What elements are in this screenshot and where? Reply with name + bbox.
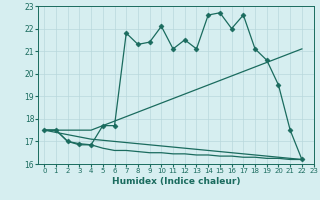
- X-axis label: Humidex (Indice chaleur): Humidex (Indice chaleur): [112, 177, 240, 186]
